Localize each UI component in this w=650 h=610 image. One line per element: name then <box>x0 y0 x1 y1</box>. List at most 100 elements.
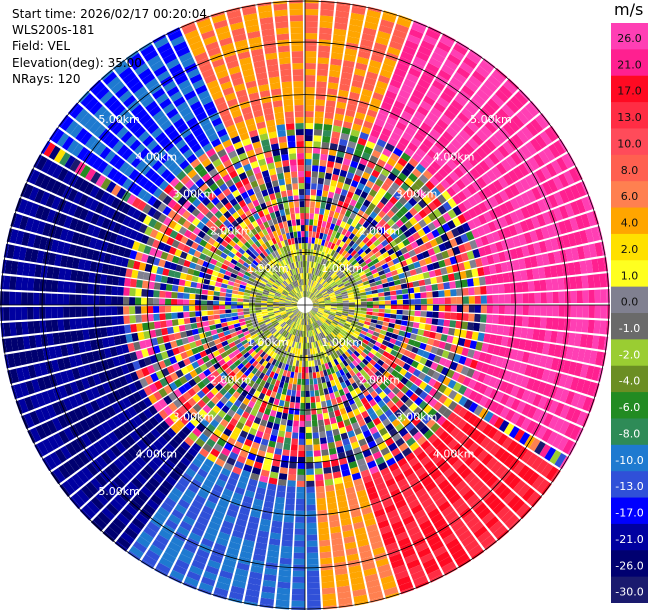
ray-gate <box>81 306 88 317</box>
header-info: Start time: 2026/02/17 00:20:04 WLS200s-… <box>12 6 207 87</box>
ray-gate <box>385 272 393 278</box>
ray-gate <box>312 308 318 312</box>
ray-gate <box>295 510 305 517</box>
ray-gate <box>480 235 490 246</box>
ray-gate <box>398 116 410 126</box>
ray-gate <box>420 73 434 85</box>
ray-gate <box>520 327 528 339</box>
ray-gate <box>457 190 467 202</box>
ray-gate <box>468 402 479 413</box>
ray-gate <box>324 309 331 312</box>
ray-gate <box>392 274 400 281</box>
ray-gate <box>531 201 542 215</box>
ray-gate <box>317 295 324 300</box>
ray-gate <box>338 175 346 183</box>
ray-gate <box>457 112 470 124</box>
ray-gate <box>364 454 375 464</box>
ray-gate <box>532 393 543 407</box>
ray-gate <box>307 279 309 286</box>
ray-gate <box>476 176 487 189</box>
ray-gate <box>311 420 318 427</box>
ray-gate <box>326 368 332 376</box>
ray-gate <box>565 390 576 405</box>
ray-gate <box>360 310 367 315</box>
ray-gate <box>473 393 484 404</box>
ray-gate <box>419 552 434 564</box>
ray-gate <box>348 166 357 174</box>
ray-gate <box>529 100 541 114</box>
ray-gate <box>279 467 288 475</box>
ray-gate <box>418 400 428 410</box>
ray-gate <box>317 319 323 326</box>
ray-gate <box>378 305 385 309</box>
ray-gate <box>418 174 429 184</box>
ray-gate <box>434 332 442 341</box>
ray-gate <box>335 187 342 195</box>
ray-gate <box>324 112 334 120</box>
ray-gate <box>374 370 383 378</box>
ray-gate <box>318 309 325 313</box>
ray-gate <box>328 76 340 84</box>
ray-gate <box>470 116 484 129</box>
ray-gate <box>189 305 196 312</box>
ray-gate <box>346 340 354 347</box>
ray-gate <box>355 364 363 372</box>
ray-gate <box>350 389 357 398</box>
ray-gate <box>413 316 421 323</box>
ray-gate <box>413 377 423 387</box>
ray-gate <box>396 94 408 105</box>
ray-gate <box>346 263 353 270</box>
ray-gate <box>378 308 385 313</box>
ray-gate <box>382 395 391 404</box>
ray-gate <box>389 240 397 248</box>
ray-gate <box>438 500 451 512</box>
ray-gate <box>483 211 493 223</box>
ray-gate <box>500 262 509 273</box>
ray-gate <box>326 327 332 334</box>
ray-gate <box>291 588 305 595</box>
ray-gate <box>405 520 418 531</box>
ray-gate <box>385 477 396 488</box>
ray-gate <box>141 280 149 289</box>
ray-gate <box>444 510 458 523</box>
ray-gate <box>441 483 454 495</box>
ray-gate <box>354 357 362 365</box>
ray-gate <box>334 289 341 294</box>
ray-gate <box>213 291 220 297</box>
ray-gate <box>464 80 479 93</box>
ray-gate <box>392 257 400 265</box>
ray-gate <box>297 462 305 469</box>
ray-gate <box>327 334 333 341</box>
ray-gate <box>468 305 475 313</box>
ray-gate <box>388 281 395 287</box>
ray-gate <box>358 344 365 352</box>
ray-gate <box>360 190 369 199</box>
ray-gate <box>360 261 367 268</box>
ray-gate <box>306 540 318 547</box>
ray-gate <box>329 281 336 287</box>
ray-gate <box>570 408 582 424</box>
ray-gate <box>472 216 482 228</box>
ray-gate <box>219 309 226 314</box>
ray-gate <box>310 279 313 286</box>
ray-gate <box>408 28 424 40</box>
ray-gate <box>326 318 333 323</box>
nrays-text: NRays: 120 <box>12 71 81 86</box>
ray-gate <box>384 504 397 514</box>
ray-gate <box>503 370 513 382</box>
ray-gate <box>368 243 377 251</box>
ray-gate <box>317 419 325 427</box>
ray-gate <box>524 364 533 377</box>
ray-gate <box>392 432 402 442</box>
ray-gate <box>408 498 420 510</box>
ray-gate <box>159 283 167 291</box>
ray-gate <box>396 142 407 152</box>
ray-gate <box>316 503 327 511</box>
ray-gate <box>341 312 349 317</box>
ray-gate <box>331 173 339 182</box>
ray-gate <box>557 220 568 235</box>
ray-gate <box>324 299 331 302</box>
ray-gate <box>350 322 358 328</box>
ray-gate <box>106 326 114 337</box>
ray-gate <box>330 52 343 60</box>
